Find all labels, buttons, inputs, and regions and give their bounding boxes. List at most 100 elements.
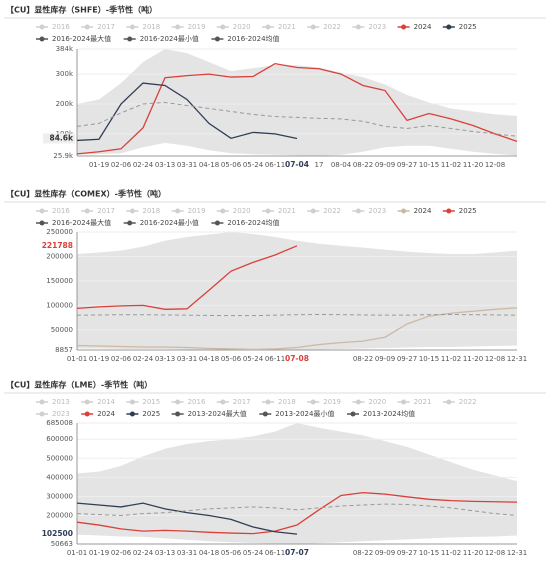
x-tick-label: 03-13	[155, 161, 175, 169]
legend-dot	[39, 36, 45, 42]
x-tick-label: 06-11	[265, 161, 285, 169]
legend-label: 2013	[52, 398, 70, 406]
x-tick-label: 11-02	[441, 161, 461, 169]
x-tick-label: 10-15	[419, 355, 439, 363]
legend-dot	[310, 399, 316, 405]
x-tick-label: 02-24	[133, 355, 154, 363]
series-line	[76, 503, 518, 517]
x-tick-label: 11-02	[441, 549, 461, 557]
chart-title: 【CU】显性库存（SHFE）-季节性（吨）	[6, 5, 157, 15]
x-tick-label: 10-15	[419, 549, 439, 557]
x-tick-label: 01-19	[89, 355, 109, 363]
chart-title: 【CU】显性库存（LME）-季节性（吨）	[6, 380, 152, 390]
legend-dot	[355, 399, 361, 405]
x-tick-label: 02-24	[133, 549, 154, 557]
legend-label: 2017	[97, 207, 115, 215]
legend-dot	[129, 24, 135, 30]
legend-label: 2023	[368, 23, 386, 31]
legend-dot	[39, 411, 45, 417]
legend-label: 2023	[52, 410, 70, 418]
legend-dot	[401, 24, 407, 30]
legend-dot	[265, 24, 271, 30]
x-tick-label: 09-27	[397, 355, 417, 363]
y-tick-label: 400000	[46, 473, 73, 481]
y-tick-label: 150000	[46, 277, 73, 285]
legend-dot	[129, 208, 135, 214]
legend-dot	[310, 208, 316, 214]
series-line	[76, 245, 298, 310]
x-tick-label: 03-13	[155, 355, 175, 363]
legend-dot	[129, 399, 135, 405]
x-tick-label: 07-07	[285, 548, 309, 557]
y-tick-label: 200000	[46, 252, 73, 260]
legend-label: 2019	[188, 207, 206, 215]
x-tick-label: 04-18	[199, 355, 219, 363]
y-tick-label: 200000	[46, 512, 73, 520]
range-band	[77, 232, 517, 350]
y-tick-label: 8857	[55, 346, 73, 354]
legend-label: 2020	[233, 207, 251, 215]
y-tick-label: 50663	[51, 540, 73, 548]
y-tick-label: 25.9k	[53, 152, 74, 160]
x-tick-label: 07-08	[285, 354, 309, 363]
range-band	[77, 49, 517, 156]
y-tick-label: 100000	[46, 301, 73, 309]
x-tick-label: 11-20	[463, 355, 483, 363]
legend-dot	[355, 208, 361, 214]
x-tick-label: 03-31	[177, 355, 197, 363]
legend-dot	[310, 24, 316, 30]
legend-dot	[175, 24, 181, 30]
y-tick-label: 685008	[46, 419, 73, 427]
x-tick-label: 08-22	[353, 355, 373, 363]
x-tick-label: 01-01	[67, 549, 87, 557]
x-tick-label: 12-08	[485, 161, 505, 169]
legend-label: 2014	[97, 398, 115, 406]
legend-dot	[84, 399, 90, 405]
x-tick-label: 10-15	[419, 161, 439, 169]
legend-dot	[175, 399, 181, 405]
legend-dot	[129, 411, 135, 417]
legend-label: 2021	[278, 207, 296, 215]
x-tick-label: 12-08	[485, 549, 505, 557]
x-tick-label: 11-02	[441, 355, 461, 363]
x-tick-label: 01-19	[89, 549, 109, 557]
legend-dot	[262, 411, 268, 417]
y-tick-label: 600000	[46, 435, 73, 443]
y-tick-label: 500000	[46, 454, 73, 462]
legend-label: 2024	[414, 23, 432, 31]
legend-dot	[446, 208, 452, 214]
legend-label: 2023	[368, 207, 386, 215]
legend-dot	[220, 399, 226, 405]
legend-label: 2016	[188, 398, 206, 406]
legend-label: 2016-2024均值	[227, 34, 279, 43]
panel: 【CU】显性库存（COMEX）-季节性（吨） 2016 2017 2018 2019 20…	[4, 189, 546, 363]
x-tick-label: 03-13	[155, 549, 175, 557]
legend-label: 2020	[368, 398, 386, 406]
legend-dot	[84, 411, 90, 417]
legend-label: 2025	[459, 23, 477, 31]
x-tick-label: 09-09	[375, 355, 395, 363]
legend-dot	[355, 24, 361, 30]
x-tick-label: 01-19	[89, 161, 109, 169]
legend-dot	[220, 24, 226, 30]
x-tick-label: 09-09	[375, 161, 395, 169]
x-tick-label: 07-04	[285, 160, 309, 169]
legend-label: 2018	[142, 23, 160, 31]
x-tick-label: 05-24	[243, 161, 264, 169]
x-tick-label: 08-22	[353, 549, 373, 557]
series-line	[76, 491, 518, 535]
y-tick-label: 250000	[46, 228, 73, 236]
legend-dot	[84, 208, 90, 214]
legend-label: 2022	[459, 398, 477, 406]
y-marker-label: 221788	[42, 241, 73, 250]
x-tick-label: 05-24	[243, 355, 264, 363]
x-tick-label: 02-06	[111, 355, 132, 363]
legend-dot	[84, 24, 90, 30]
legend-dot	[214, 36, 220, 42]
legend-dot	[175, 411, 181, 417]
panel: 【CU】显性库存（LME）-季节性（吨） 2013 2014 2015 2016 2017…	[4, 380, 546, 557]
legend-dot	[220, 208, 226, 214]
legend-dot	[39, 399, 45, 405]
legend-label: 2019	[188, 23, 206, 31]
